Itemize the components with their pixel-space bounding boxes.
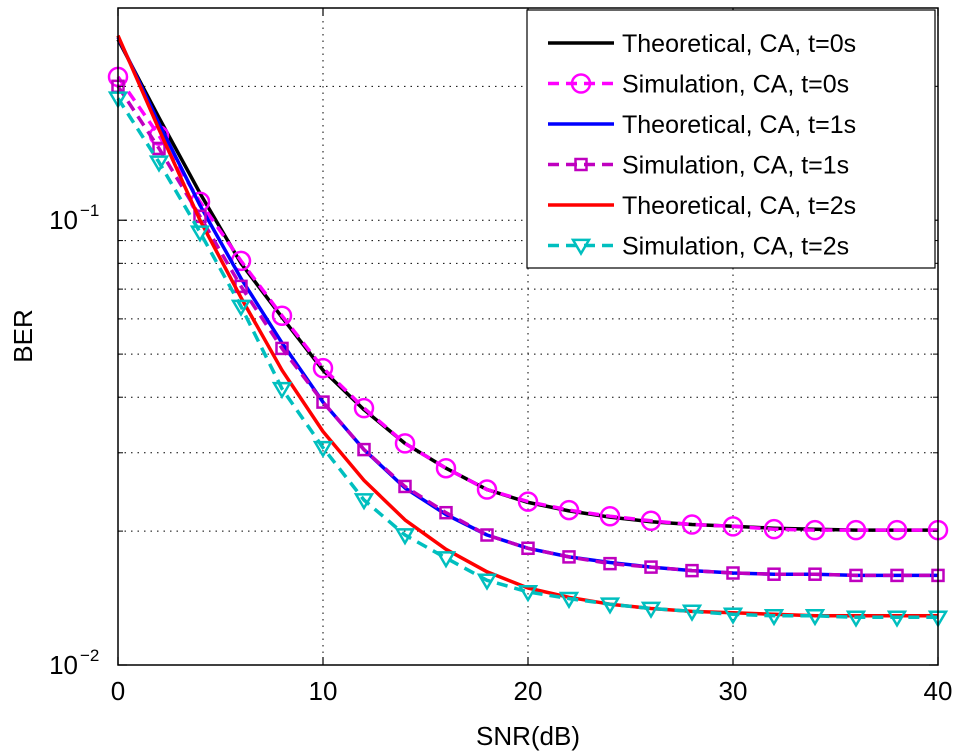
- data-point: [722, 607, 744, 625]
- legend-item-4: Simulation, CA, t=1s: [548, 152, 849, 180]
- legend-label: Simulation, CA, t=2s: [622, 233, 849, 261]
- legend-marker: [570, 238, 592, 256]
- x-tick-label: 0: [111, 676, 125, 706]
- data-point: [562, 550, 576, 564]
- legend-label: Simulation, CA, t=0s: [622, 71, 849, 99]
- ticks: [117, 8, 939, 666]
- x-tick-label: 20: [514, 676, 543, 706]
- x-tick-label: 30: [719, 676, 748, 706]
- y-tick-base: 10: [49, 650, 78, 680]
- data-point: [886, 610, 908, 628]
- y-tick-label: 10 −2: [49, 646, 99, 680]
- series-6: [107, 91, 949, 628]
- data-point: [275, 341, 289, 356]
- data-point: [640, 510, 662, 532]
- data-point: [681, 604, 703, 622]
- data-point: [599, 505, 621, 527]
- data-point: [849, 568, 863, 583]
- data-point: [189, 225, 211, 243]
- data-point: [476, 479, 498, 500]
- legend-marker: [574, 157, 588, 172]
- data-point: [316, 395, 330, 409]
- data-point: [599, 597, 621, 615]
- legend-label: Theoretical, CA, t=2s: [622, 192, 856, 220]
- legend-item-6: Simulation, CA, t=2s: [548, 233, 849, 261]
- x-axis-label: SNR(dB): [476, 721, 580, 751]
- y-tick-label: 10 −1: [49, 201, 99, 235]
- data-point: [763, 518, 785, 540]
- series-line: [116, 85, 938, 578]
- data-point: [353, 493, 375, 511]
- series-line: [116, 75, 938, 532]
- legend-item-1: Theoretical, CA, t=0s: [548, 30, 856, 58]
- data-point: [394, 528, 416, 546]
- data-point: [312, 357, 334, 379]
- legend-marker: [570, 73, 592, 94]
- data-point: [685, 563, 699, 578]
- series-group: [107, 34, 949, 628]
- legend-label: Theoretical, CA, t=1s: [622, 111, 856, 139]
- data-point: [517, 585, 539, 603]
- data-point: [521, 541, 535, 556]
- series-line: [116, 97, 938, 620]
- data-point: [722, 516, 744, 537]
- data-point: [558, 499, 580, 521]
- data-point: [148, 155, 170, 173]
- x-tick-label: 10: [309, 676, 338, 706]
- legend-box: [526, 9, 936, 269]
- legend-item-5: Theoretical, CA, t=2s: [548, 192, 856, 220]
- data-point: [398, 479, 412, 494]
- y-tick-exponent: −1: [80, 201, 99, 220]
- data-point: [804, 519, 826, 541]
- data-point: [640, 601, 662, 619]
- data-point: [886, 519, 908, 541]
- x-tick-labels: 0 10 20 30 40: [111, 676, 953, 706]
- y-tick-base: 10: [49, 205, 78, 235]
- data-point: [558, 591, 580, 610]
- data-point: [890, 568, 904, 583]
- legend-item-3: Theoretical, CA, t=1s: [548, 111, 856, 139]
- data-point: [435, 551, 457, 569]
- data-point: [480, 528, 494, 542]
- data-point: [763, 608, 785, 627]
- data-point: [767, 567, 781, 581]
- legend-label: Theoretical, CA, t=0s: [622, 30, 856, 58]
- y-tick-exponent: −2: [80, 646, 99, 665]
- data-point: [271, 381, 293, 400]
- data-point: [808, 567, 822, 581]
- data-point: [439, 505, 453, 520]
- data-point: [152, 141, 166, 156]
- data-point: [394, 433, 416, 454]
- x-tick-label: 40: [924, 676, 953, 706]
- data-point: [603, 556, 617, 571]
- data-point: [357, 442, 371, 457]
- data-point: [644, 560, 658, 574]
- data-point: [726, 566, 740, 580]
- data-point: [845, 519, 867, 541]
- data-point: [845, 610, 867, 628]
- y-axis-label: BER: [8, 309, 38, 362]
- legend-item-2: Simulation, CA, t=0s: [548, 71, 849, 99]
- data-point: [681, 514, 703, 535]
- data-point: [804, 608, 826, 627]
- data-point: [353, 397, 375, 419]
- data-point: [476, 573, 498, 591]
- data-point: [271, 305, 293, 326]
- legend-label: Simulation, CA, t=1s: [622, 152, 849, 180]
- data-point: [517, 491, 539, 512]
- data-point: [435, 457, 457, 479]
- y-tick-labels: 10−110−2: [49, 201, 99, 680]
- data-point: [230, 299, 252, 317]
- series-4: [111, 79, 945, 583]
- data-point: [312, 440, 334, 459]
- legend: Theoretical, CA, t=0s Simulation, CA, t=0…: [526, 9, 936, 269]
